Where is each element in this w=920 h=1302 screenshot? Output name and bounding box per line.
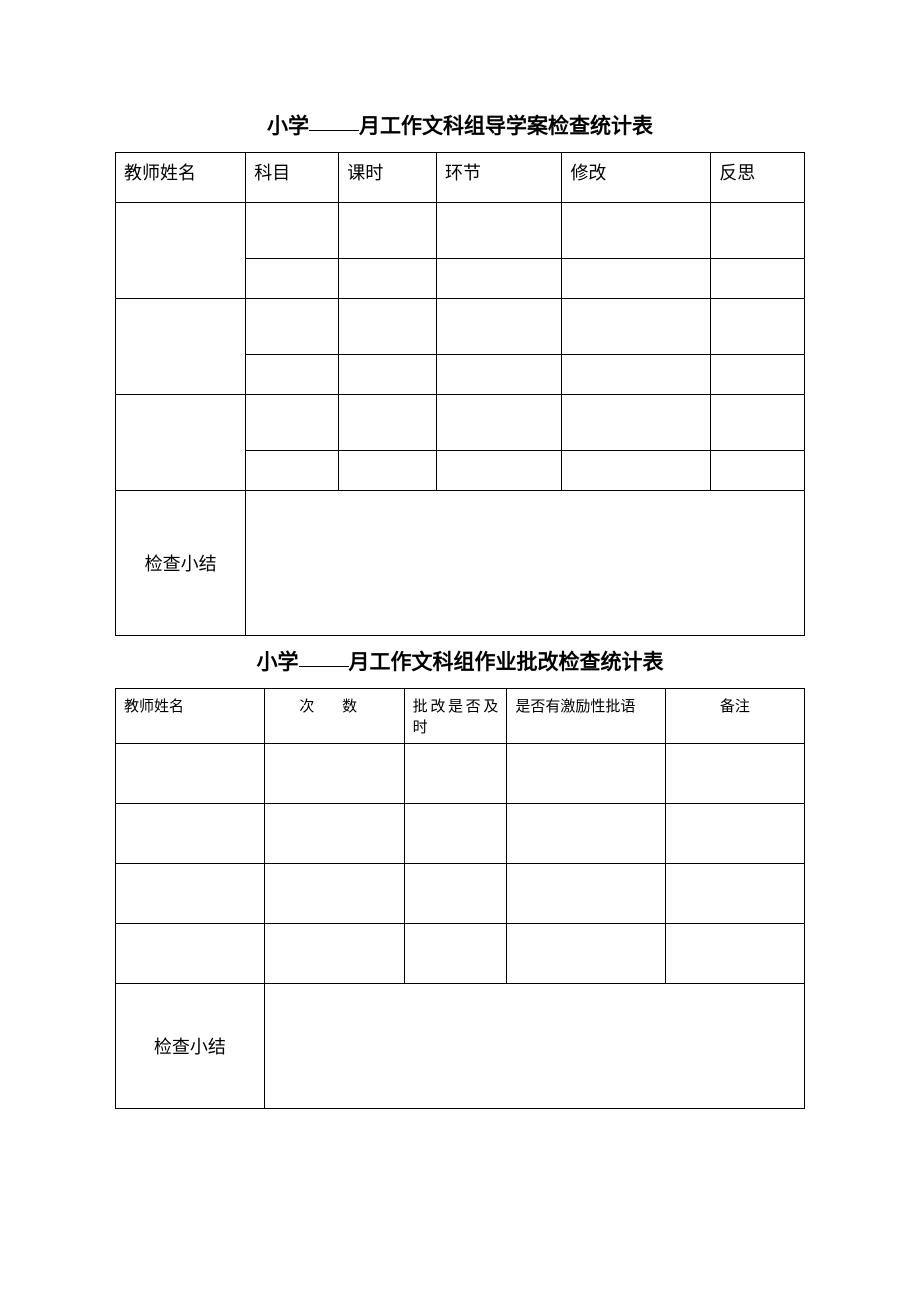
table-row xyxy=(116,804,805,864)
cell xyxy=(246,299,339,355)
cell xyxy=(562,299,711,355)
table1-col-segment: 环节 xyxy=(437,153,562,203)
cell xyxy=(116,744,265,804)
cell xyxy=(562,395,711,451)
cell xyxy=(246,395,339,451)
table1-summary-row: 检查小结 xyxy=(116,491,805,636)
cell xyxy=(339,203,437,259)
cell xyxy=(246,203,339,259)
table2-summary-row: 检查小结 xyxy=(116,984,805,1109)
cell xyxy=(264,744,404,804)
title1-prefix: 小学 xyxy=(267,114,309,138)
cell xyxy=(116,804,265,864)
cell-teacher-name xyxy=(116,299,246,395)
title1-blank xyxy=(309,130,359,131)
cell xyxy=(711,299,805,355)
cell xyxy=(246,355,339,395)
table2-col-remark: 备注 xyxy=(665,689,804,744)
table-lesson-plan-check: 教师姓名 科目 课时 环节 修改 反思 xyxy=(115,152,805,636)
cell xyxy=(437,355,562,395)
cell xyxy=(562,203,711,259)
cell xyxy=(711,451,805,491)
table-homework-correction-check: 教师姓名 次 数 批改是否及时 是否有激励性批语 备注 检查小结 xyxy=(115,688,805,1109)
cell xyxy=(507,744,665,804)
table1-col-teacher-name: 教师姓名 xyxy=(116,153,246,203)
table1-col-revision: 修改 xyxy=(562,153,711,203)
cell xyxy=(562,259,711,299)
table-row xyxy=(116,299,805,355)
table-row xyxy=(116,744,805,804)
table-row xyxy=(116,395,805,451)
title2-prefix: 小学 xyxy=(257,650,299,674)
cell xyxy=(404,744,507,804)
cell xyxy=(116,924,265,984)
cell xyxy=(711,355,805,395)
table1-col-subject: 科目 xyxy=(246,153,339,203)
table1-summary-label: 检查小结 xyxy=(116,491,246,636)
title-table2: 小学 月工作文科组作业批改检查统计表 xyxy=(115,646,805,676)
cell xyxy=(116,864,265,924)
table-row xyxy=(116,924,805,984)
table2-header-row: 教师姓名 次 数 批改是否及时 是否有激励性批语 备注 xyxy=(116,689,805,744)
cell xyxy=(437,451,562,491)
cell xyxy=(507,864,665,924)
table-row xyxy=(116,203,805,259)
title-table1: 小学 月工作文科组导学案检查统计表 xyxy=(115,110,805,140)
cell xyxy=(437,259,562,299)
cell xyxy=(665,924,804,984)
cell xyxy=(339,299,437,355)
cell xyxy=(507,924,665,984)
cell xyxy=(507,804,665,864)
cell xyxy=(665,864,804,924)
cell xyxy=(339,451,437,491)
table1-header-row: 教师姓名 科目 课时 环节 修改 反思 xyxy=(116,153,805,203)
cell xyxy=(437,203,562,259)
cell-teacher-name xyxy=(116,395,246,491)
cell xyxy=(562,451,711,491)
cell xyxy=(711,259,805,299)
table1-col-reflection: 反思 xyxy=(711,153,805,203)
table2-col-count: 次 数 xyxy=(264,689,404,744)
table-row xyxy=(116,864,805,924)
table2-col-encouraging: 是否有激励性批语 xyxy=(507,689,665,744)
cell xyxy=(339,395,437,451)
cell xyxy=(339,355,437,395)
cell xyxy=(404,864,507,924)
cell xyxy=(562,355,711,395)
table2-summary-content xyxy=(264,984,804,1109)
table1-summary-content xyxy=(246,491,805,636)
cell xyxy=(711,203,805,259)
cell xyxy=(437,395,562,451)
table2-summary-label: 检查小结 xyxy=(116,984,265,1109)
cell-teacher-name xyxy=(116,203,246,299)
table1-col-hours: 课时 xyxy=(339,153,437,203)
cell xyxy=(246,451,339,491)
title2-blank xyxy=(299,666,349,667)
table2-col-timely: 批改是否及时 xyxy=(404,689,507,744)
cell xyxy=(246,259,339,299)
cell xyxy=(404,804,507,864)
cell xyxy=(665,804,804,864)
cell xyxy=(264,804,404,864)
cell xyxy=(339,259,437,299)
cell xyxy=(404,924,507,984)
cell xyxy=(437,299,562,355)
title2-suffix: 月工作文科组作业批改检查统计表 xyxy=(349,650,664,674)
title1-suffix: 月工作文科组导学案检查统计表 xyxy=(359,114,653,138)
table2-col-teacher-name: 教师姓名 xyxy=(116,689,265,744)
cell xyxy=(711,395,805,451)
cell xyxy=(665,744,804,804)
cell xyxy=(264,864,404,924)
cell xyxy=(264,924,404,984)
